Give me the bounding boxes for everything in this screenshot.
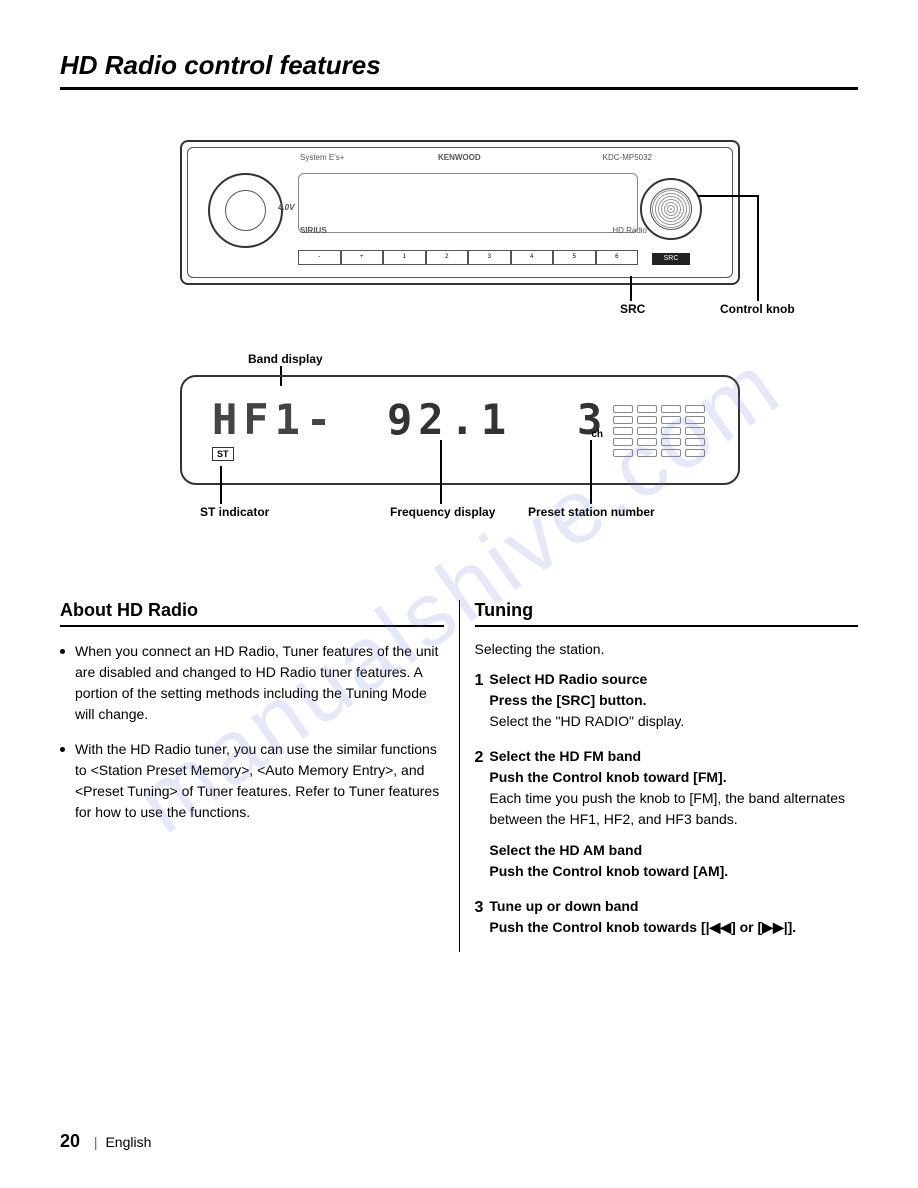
step-1-num: 1 [475, 669, 484, 732]
callout-line-src [630, 276, 632, 301]
ch-label: ch [591, 429, 603, 440]
step-2: 2 Select the HD FM band Push the Control… [475, 746, 859, 882]
content-columns: About HD Radio When you connect an HD Ra… [60, 600, 858, 952]
btn-2: 2 [426, 250, 469, 265]
step-3: 3 Tune up or down band Push the Control … [475, 896, 859, 938]
bullet-dot-icon [60, 649, 65, 654]
left-column: About HD Radio When you connect an HD Ra… [60, 600, 460, 952]
callout-line-knob-h [697, 195, 757, 197]
right-column: Tuning Selecting the station. 1 Select H… [460, 600, 859, 952]
step-1-title: Select HD Radio source [489, 669, 684, 690]
src-button: SRC [652, 253, 690, 265]
step-3-num: 3 [475, 896, 484, 938]
tuning-intro: Selecting the station. [475, 641, 859, 657]
st-indicator: ST [212, 447, 234, 461]
drive-label: 4.0V [278, 203, 294, 212]
callout-knob: Control knob [720, 302, 795, 316]
bullet-1: When you connect an HD Radio, Tuner feat… [60, 641, 444, 725]
bullet-2-text: With the HD Radio tuner, you can use the… [75, 739, 444, 823]
step-1-bold: Press the [SRC] button. [489, 690, 684, 711]
control-knob [640, 178, 702, 240]
preset-button-row: - + 1 2 3 4 5 6 [298, 250, 638, 265]
label-band-display: Band display [248, 352, 323, 366]
brand-label: KENWOOD [438, 153, 481, 162]
freq-line [440, 440, 442, 504]
btn-4: 4 [511, 250, 554, 265]
lcd-display: HF1- 92.1 3 ST ch [180, 375, 740, 485]
step-3-bold: Push the Control knob towards [|◀◀] or [… [489, 917, 796, 938]
about-title: About HD Radio [60, 600, 444, 627]
btn-minus: - [298, 250, 341, 265]
preset-line [590, 440, 592, 504]
btn-6: 6 [596, 250, 639, 265]
bullet-1-text: When you connect an HD Radio, Tuner feat… [75, 641, 444, 725]
lcd-screen [298, 173, 638, 233]
step-2-body: Each time you push the knob to [FM], the… [489, 788, 858, 830]
hdradio-label: HD Radio [612, 226, 647, 235]
footer-lang: English [105, 1134, 151, 1150]
btn-5: 5 [553, 250, 596, 265]
btn-1: 1 [383, 250, 426, 265]
step-2-num: 2 [475, 746, 484, 882]
radio-unit: System E's+ KENWOOD KDC-MP5032 4.0V SIRI… [180, 140, 740, 285]
step-2-bold: Push the Control knob toward [FM]. [489, 767, 858, 788]
lcd-band-text: HF1- [212, 395, 337, 444]
page-number: 20 [60, 1131, 80, 1151]
btn-plus: + [341, 250, 384, 265]
label-freq-display: Frequency display [390, 505, 495, 519]
radio-bezel: System E's+ KENWOOD KDC-MP5032 4.0V SIRI… [187, 147, 733, 278]
step-2-sub-bold: Push the Control knob toward [AM]. [489, 861, 858, 882]
diagram-area: System E's+ KENWOOD KDC-MP5032 4.0V SIRI… [60, 130, 858, 580]
sirius-label: SIRIUS [300, 226, 327, 235]
status-grid [613, 405, 713, 465]
bullet-2: With the HD Radio tuner, you can use the… [60, 739, 444, 823]
step-1-body: Select the "HD RADIO" display. [489, 711, 684, 732]
callout-line-knob-v [757, 195, 759, 301]
page-footer: 20 | English [60, 1131, 151, 1152]
volume-knob [208, 173, 283, 248]
system-label: System E's+ [300, 153, 344, 162]
page-title: HD Radio control features [60, 50, 858, 90]
footer-sep: | [94, 1134, 98, 1150]
tuning-title: Tuning [475, 600, 859, 627]
bullet-dot-icon [60, 747, 65, 752]
label-preset-number: Preset station number [528, 505, 655, 519]
st-line [220, 466, 222, 504]
model-label: KDC-MP5032 [603, 153, 652, 162]
step-3-title: Tune up or down band [489, 896, 796, 917]
step-2-sub-title: Select the HD AM band [489, 840, 858, 861]
label-st-indicator: ST indicator [200, 505, 269, 519]
lcd-freq-text: 92.1 [387, 395, 512, 444]
step-1: 1 Select HD Radio source Press the [SRC]… [475, 669, 859, 732]
btn-3: 3 [468, 250, 511, 265]
step-2-title: Select the HD FM band [489, 746, 858, 767]
callout-src: SRC [620, 302, 645, 316]
